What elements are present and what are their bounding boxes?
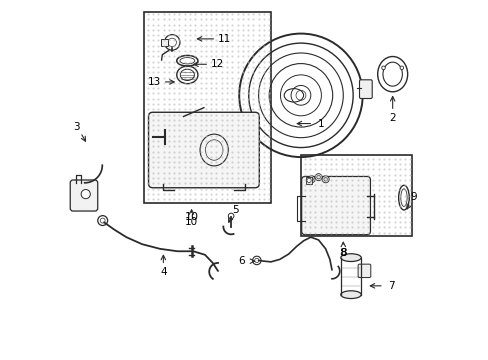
Circle shape: [399, 66, 403, 69]
Circle shape: [228, 213, 233, 219]
Text: 10: 10: [184, 217, 198, 227]
FancyBboxPatch shape: [70, 180, 98, 211]
Circle shape: [306, 178, 310, 183]
Text: 13: 13: [148, 77, 161, 87]
Circle shape: [81, 189, 90, 199]
Text: 8: 8: [339, 248, 346, 258]
Bar: [143, 12, 270, 203]
Text: 11: 11: [217, 34, 230, 44]
Circle shape: [314, 174, 322, 181]
Text: 8: 8: [339, 248, 346, 258]
Bar: [305, 177, 311, 184]
Bar: [161, 39, 167, 46]
FancyBboxPatch shape: [301, 176, 370, 235]
Circle shape: [100, 218, 105, 223]
Text: 9: 9: [410, 192, 417, 202]
Circle shape: [307, 176, 314, 183]
Circle shape: [381, 66, 385, 69]
Text: 2: 2: [388, 113, 395, 122]
Text: 12: 12: [210, 59, 223, 69]
Text: 7: 7: [387, 281, 394, 291]
Text: 5: 5: [232, 204, 239, 215]
Circle shape: [252, 256, 261, 265]
Ellipse shape: [340, 291, 361, 298]
Text: 1: 1: [317, 118, 324, 129]
Text: 3: 3: [73, 122, 80, 132]
Circle shape: [98, 216, 107, 225]
Text: 6: 6: [238, 256, 245, 266]
Text: 4: 4: [160, 267, 166, 277]
Bar: [300, 155, 411, 237]
FancyBboxPatch shape: [359, 80, 371, 99]
FancyBboxPatch shape: [357, 264, 370, 278]
Ellipse shape: [340, 254, 361, 261]
FancyBboxPatch shape: [148, 112, 259, 188]
Text: 10: 10: [184, 212, 198, 222]
Circle shape: [322, 176, 328, 183]
